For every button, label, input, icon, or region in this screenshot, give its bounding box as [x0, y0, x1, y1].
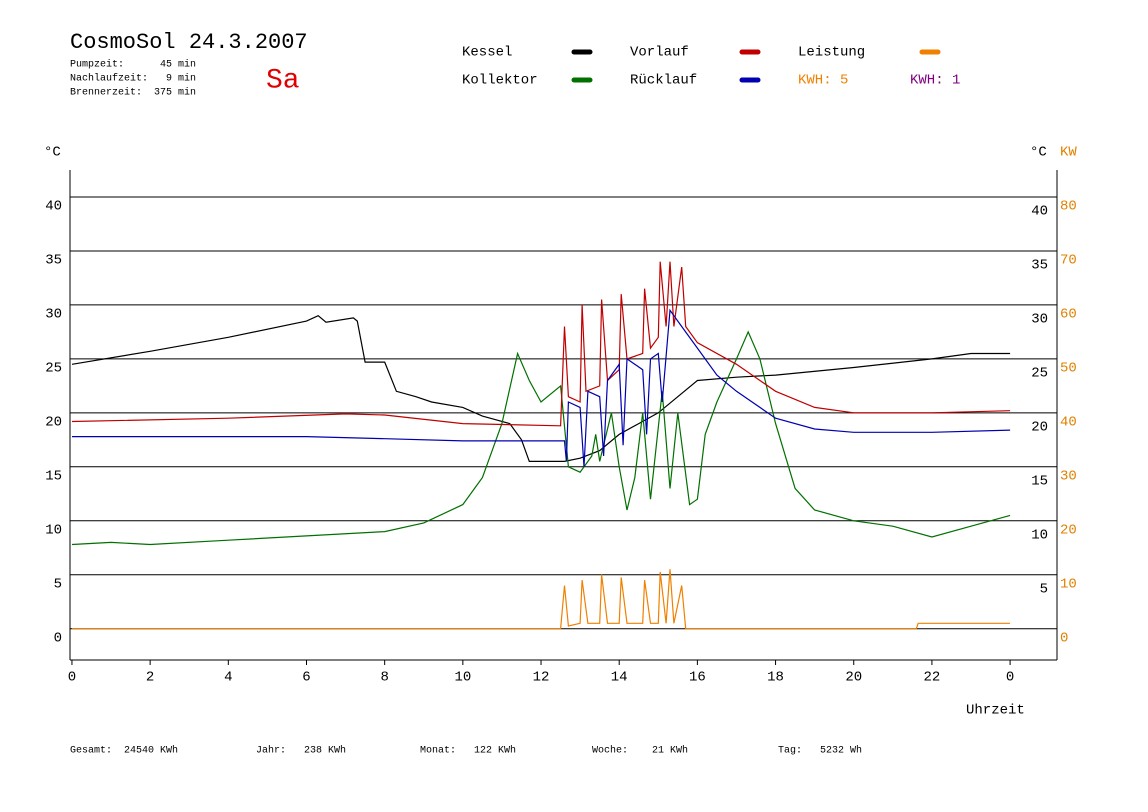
y-tick-label: 40 [45, 199, 62, 215]
x-tick-label: 0 [1006, 670, 1014, 686]
footer: Tag: 5232 Wh [778, 745, 862, 757]
y2-tick-label: 60 [1060, 307, 1077, 323]
legend-label: Rücklauf [630, 73, 697, 89]
x-tick-label: 10 [454, 670, 471, 686]
series-line [72, 308, 1011, 467]
weekday: Sa [266, 65, 300, 96]
y-tick-label: 20 [45, 415, 62, 431]
legend-label: Kollektor [462, 73, 538, 89]
y-tick-label: 15 [45, 469, 62, 485]
legend-label: Vorlauf [630, 45, 689, 61]
x-axis-label: Uhrzeit [966, 703, 1025, 719]
y-axis-label: °C [44, 145, 61, 161]
y-right-tick-label: 20 [1031, 420, 1048, 436]
footer: Gesamt: 24540 KWh [70, 745, 178, 757]
info: Nachlaufzeit: 9 min [70, 73, 196, 85]
y2-axis-label: KW [1060, 145, 1077, 161]
y-tick-label: 5 [54, 576, 62, 592]
y2-tick-label: 50 [1060, 361, 1077, 377]
y-right-tick-label: 25 [1031, 366, 1048, 382]
y-right-tick-label: 30 [1031, 312, 1048, 328]
y-tick-label: 0 [54, 630, 62, 646]
x-tick-label: 6 [302, 670, 310, 686]
legend-label: Leistung [798, 45, 865, 61]
y-right-tick-label: 40 [1031, 204, 1048, 220]
y2-tick-label: 80 [1060, 199, 1077, 215]
x-tick-label: 2 [146, 670, 154, 686]
kwh-label: KWH: 5 [798, 73, 848, 89]
x-tick-label: 20 [845, 670, 862, 686]
info: Brennerzeit: 375 min [70, 87, 196, 99]
series-line [72, 569, 1011, 630]
x-tick-label: 18 [767, 670, 784, 686]
y-tick-label: 30 [45, 307, 62, 323]
y2-tick-label: 40 [1060, 415, 1077, 431]
y-right-tick-label: 5 [1040, 581, 1048, 597]
y-right-axis-label: °C [1030, 145, 1047, 161]
x-tick-label: 12 [533, 670, 550, 686]
series-line [71, 314, 1011, 462]
y-tick-label: 10 [45, 522, 62, 538]
info: Pumpzeit: 45 min [70, 59, 196, 71]
x-tick-label: 0 [68, 670, 76, 686]
y-right-tick-label: 35 [1031, 258, 1048, 274]
y-tick-label: 25 [45, 361, 62, 377]
x-tick-label: 14 [611, 670, 628, 686]
y2-tick-label: 70 [1060, 253, 1077, 269]
y2-tick-label: 10 [1060, 576, 1077, 592]
x-tick-label: 8 [380, 670, 388, 686]
y-tick-label: 35 [45, 253, 62, 269]
y-right-tick-label: 15 [1031, 474, 1048, 490]
kwh-label: KWH: 1 [910, 73, 960, 89]
series-line [71, 261, 1011, 427]
legend-label: Kessel [462, 45, 512, 61]
footer: Monat: 122 KWh [420, 745, 516, 757]
x-tick-label: 4 [224, 670, 232, 686]
footer: Jahr: 238 KWh [256, 745, 346, 757]
chart-title: CosmoSol 24.3.2007 [70, 30, 308, 55]
series-line [71, 330, 1011, 546]
y2-tick-label: 30 [1060, 469, 1077, 485]
x-tick-label: 16 [689, 670, 706, 686]
y-right-tick-label: 10 [1031, 527, 1048, 543]
x-tick-label: 22 [924, 670, 941, 686]
y2-tick-label: 20 [1060, 522, 1077, 538]
footer: Woche: 21 KWh [592, 745, 688, 757]
y2-tick-label: 0 [1060, 630, 1068, 646]
